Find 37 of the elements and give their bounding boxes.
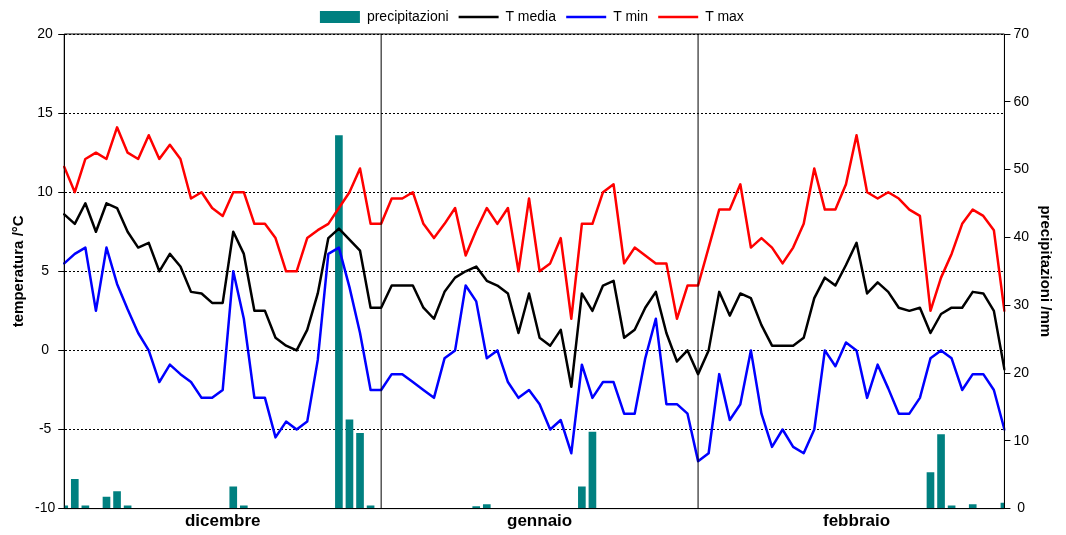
bar bbox=[926, 472, 935, 509]
y2-axis-title: precipitazioni /mm bbox=[1037, 205, 1055, 338]
y-tick-label: 15 bbox=[37, 103, 54, 120]
bar bbox=[472, 506, 481, 509]
x-tick-label: febbraio bbox=[823, 511, 891, 531]
y-tick-label: -5 bbox=[38, 420, 52, 437]
y-tick-label: -10 bbox=[35, 499, 56, 516]
y2-tick-label: 70 bbox=[1013, 24, 1030, 41]
y2-tick-label: 0 bbox=[1017, 499, 1026, 516]
y-tick-label: 10 bbox=[37, 183, 54, 200]
legend-label: T min bbox=[613, 7, 648, 24]
x-tick-label: dicembre bbox=[184, 511, 261, 531]
bar bbox=[937, 434, 945, 509]
y-axis-title: temperatura /°C bbox=[9, 215, 27, 328]
y-tick-label: 0 bbox=[41, 341, 50, 358]
bar bbox=[578, 486, 586, 509]
bar bbox=[482, 504, 491, 509]
y2-tick-label: 30 bbox=[1013, 296, 1030, 313]
y2-tick-label: 40 bbox=[1013, 228, 1030, 245]
legend-label: precipitazioni bbox=[366, 7, 449, 24]
y-tick-label: 5 bbox=[41, 262, 50, 279]
y2-tick-label: 20 bbox=[1013, 363, 1030, 380]
bar bbox=[345, 419, 354, 509]
x-tick-label: gennaio bbox=[507, 511, 573, 531]
y2-tick-label: 50 bbox=[1013, 160, 1030, 177]
bar bbox=[356, 433, 364, 509]
bar bbox=[229, 486, 238, 509]
bar bbox=[70, 479, 79, 509]
bar bbox=[968, 504, 977, 509]
legend-label: T media bbox=[505, 7, 557, 24]
y2-tick-label: 60 bbox=[1013, 92, 1030, 109]
bar bbox=[113, 491, 121, 509]
bar bbox=[588, 431, 597, 509]
legend-label: T max bbox=[705, 7, 744, 24]
bar bbox=[335, 135, 343, 509]
y2-tick-label: 10 bbox=[1013, 431, 1030, 448]
y-tick-label: 20 bbox=[37, 24, 54, 41]
